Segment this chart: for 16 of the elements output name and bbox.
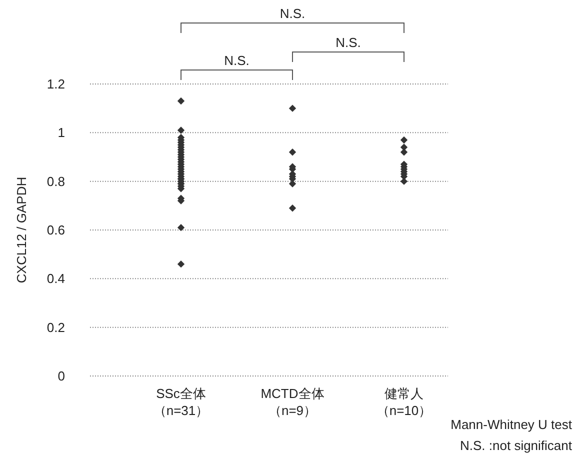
text: N.S. (336, 35, 361, 50)
y-tick-label: 0.8 (46, 174, 65, 189)
x-tick-label: 健常人（n=10） (376, 386, 432, 418)
text: N.S. (224, 53, 250, 68)
y-tick-label: 0.4 (46, 271, 65, 286)
y-axis-title: CXCL12 / GAPDH (14, 176, 29, 284)
x-tick-label: SSc全体（n=31） (153, 386, 209, 418)
y-tick-label: 0.2 (46, 320, 65, 335)
text: N.S. (280, 6, 306, 21)
text: Mann-Whitney U test (450, 417, 572, 432)
y-tick-label: 0.6 (46, 222, 65, 238)
x-tick-label: MCTD全体（n=9） (260, 386, 324, 418)
y-tick-label: 0 (58, 368, 65, 384)
y-tick-label: 1.2 (46, 76, 65, 92)
text: N.S. :not significant (460, 438, 572, 453)
y-tick-label: 1 (58, 125, 65, 140)
